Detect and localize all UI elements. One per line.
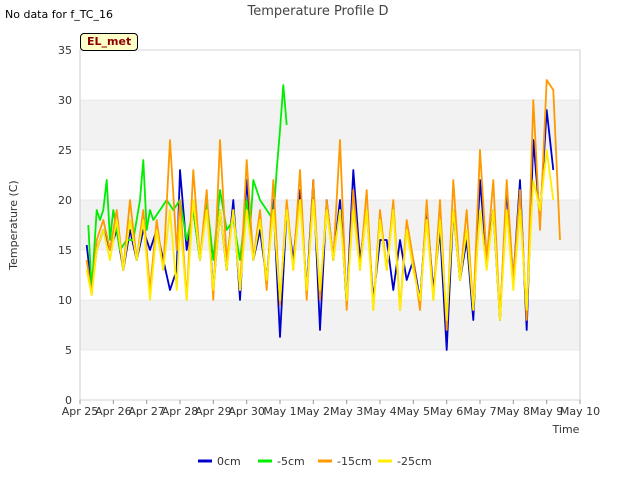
- legend-label: -25cm: [397, 455, 432, 468]
- series-line-25cm: [85, 149, 555, 321]
- no-data-note: No data for f_TC_16: [5, 8, 113, 21]
- x-tick-label: Apr 27: [128, 405, 165, 418]
- x-tick-label: Apr 30: [228, 405, 265, 418]
- y-tick-label: 0: [65, 394, 72, 407]
- y-tick-label: 35: [58, 44, 72, 57]
- x-tick-label: May 5: [397, 405, 430, 418]
- y-axis-label: Temperature (C): [7, 180, 20, 270]
- y-tick-label: 30: [58, 94, 72, 107]
- series-lines: [85, 79, 561, 351]
- x-tick-label: May 1: [263, 405, 296, 418]
- x-tick-label: Apr 26: [95, 405, 132, 418]
- x-tick-label: May 7: [463, 405, 496, 418]
- x-tick-label: Apr 28: [162, 405, 199, 418]
- grid-band: [80, 300, 580, 350]
- x-tick-label: Apr 25: [62, 405, 99, 418]
- y-tick-label: 5: [65, 344, 72, 357]
- y-ticks: 0 5 10 15 20 25 30 35: [58, 44, 580, 407]
- x-tick-label: May 10: [560, 405, 600, 418]
- y-tick-label: 25: [58, 144, 72, 157]
- y-tick-label: 15: [58, 244, 72, 257]
- site-badge: EL_met: [80, 33, 139, 51]
- legend: 0cm -5cm -15cm -25cm: [198, 455, 432, 468]
- y-tick-label: 10: [58, 294, 72, 307]
- x-tick-label: May 8: [497, 405, 530, 418]
- x-tick-label: Apr 29: [195, 405, 232, 418]
- y-tick-label: 20: [58, 194, 72, 207]
- legend-label: -5cm: [277, 455, 305, 468]
- x-tick-label: May 6: [430, 405, 463, 418]
- x-tick-label: May 2: [297, 405, 330, 418]
- x-axis-label: Time: [552, 423, 580, 436]
- legend-label: -15cm: [337, 455, 372, 468]
- x-tick-label: May 3: [330, 405, 363, 418]
- x-tick-label: May 9: [530, 405, 563, 418]
- chart-title: Temperature Profile D: [246, 4, 388, 19]
- legend-label: 0cm: [217, 455, 241, 468]
- grid-band: [80, 100, 580, 150]
- x-tick-label: May 4: [363, 405, 396, 418]
